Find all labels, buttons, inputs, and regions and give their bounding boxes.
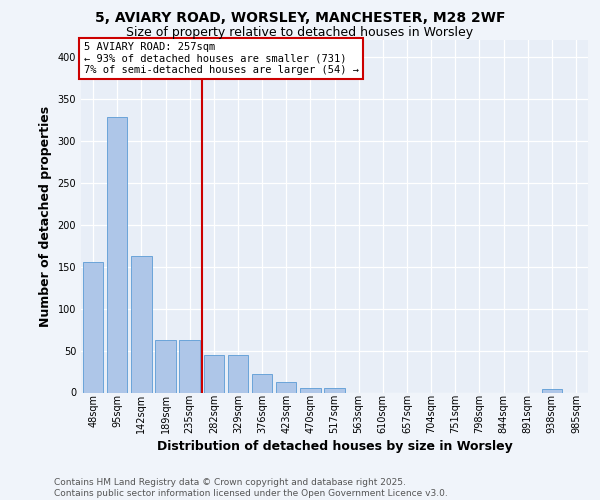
Text: Size of property relative to detached houses in Worsley: Size of property relative to detached ho… — [127, 26, 473, 39]
Bar — [155, 340, 176, 392]
Bar — [227, 354, 248, 393]
Text: 5, AVIARY ROAD, WORSLEY, MANCHESTER, M28 2WF: 5, AVIARY ROAD, WORSLEY, MANCHESTER, M28… — [95, 11, 505, 25]
Bar — [107, 117, 127, 392]
Y-axis label: Number of detached properties: Number of detached properties — [39, 106, 52, 327]
Bar — [179, 340, 200, 392]
Bar — [131, 256, 152, 392]
Text: Contains HM Land Registry data © Crown copyright and database right 2025.
Contai: Contains HM Land Registry data © Crown c… — [54, 478, 448, 498]
X-axis label: Distribution of detached houses by size in Worsley: Distribution of detached houses by size … — [157, 440, 512, 453]
Bar — [252, 374, 272, 392]
Bar — [324, 388, 345, 392]
Text: 5 AVIARY ROAD: 257sqm
← 93% of detached houses are smaller (731)
7% of semi-deta: 5 AVIARY ROAD: 257sqm ← 93% of detached … — [83, 42, 359, 75]
Bar — [300, 388, 320, 392]
Bar — [276, 382, 296, 392]
Bar — [83, 262, 103, 392]
Bar — [203, 354, 224, 393]
Bar — [542, 389, 562, 392]
